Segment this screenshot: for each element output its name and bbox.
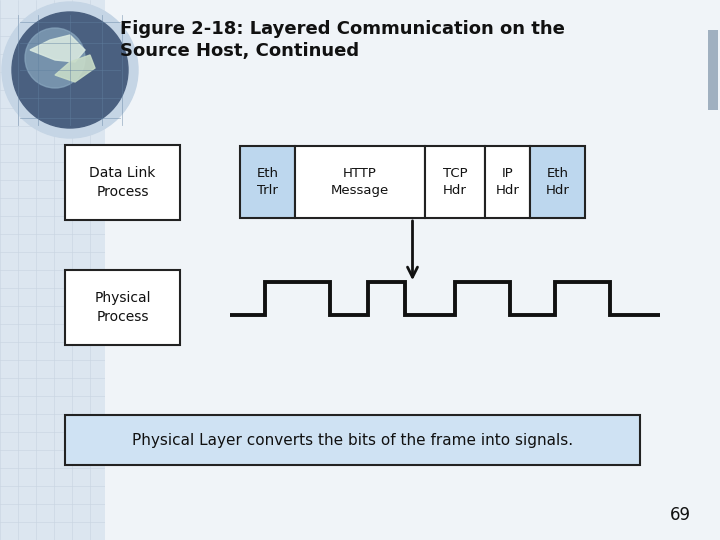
- Text: Physical Layer converts the bits of the frame into signals.: Physical Layer converts the bits of the …: [132, 433, 573, 448]
- FancyBboxPatch shape: [240, 146, 295, 218]
- FancyBboxPatch shape: [65, 145, 180, 220]
- FancyBboxPatch shape: [485, 146, 530, 218]
- Text: Eth
Hdr: Eth Hdr: [546, 167, 570, 197]
- Text: Figure 2-18: Layered Communication on the: Figure 2-18: Layered Communication on th…: [120, 20, 565, 38]
- FancyBboxPatch shape: [105, 0, 720, 540]
- Polygon shape: [55, 55, 95, 82]
- Text: IP
Hdr: IP Hdr: [495, 167, 519, 197]
- FancyBboxPatch shape: [295, 146, 425, 218]
- Circle shape: [12, 12, 128, 128]
- Circle shape: [2, 2, 138, 138]
- FancyBboxPatch shape: [65, 270, 180, 345]
- FancyBboxPatch shape: [425, 146, 485, 218]
- Text: 69: 69: [670, 506, 690, 524]
- Circle shape: [25, 28, 85, 88]
- FancyBboxPatch shape: [708, 30, 718, 110]
- Text: Physical
Process: Physical Process: [94, 291, 150, 324]
- FancyBboxPatch shape: [530, 146, 585, 218]
- Text: Source Host, Continued: Source Host, Continued: [120, 42, 359, 60]
- Text: Data Link
Process: Data Link Process: [89, 166, 156, 199]
- Text: Eth
Trlr: Eth Trlr: [256, 167, 279, 197]
- FancyBboxPatch shape: [65, 415, 640, 465]
- Text: HTTP
Message: HTTP Message: [331, 167, 389, 197]
- Text: TCP
Hdr: TCP Hdr: [443, 167, 467, 197]
- Polygon shape: [30, 35, 85, 62]
